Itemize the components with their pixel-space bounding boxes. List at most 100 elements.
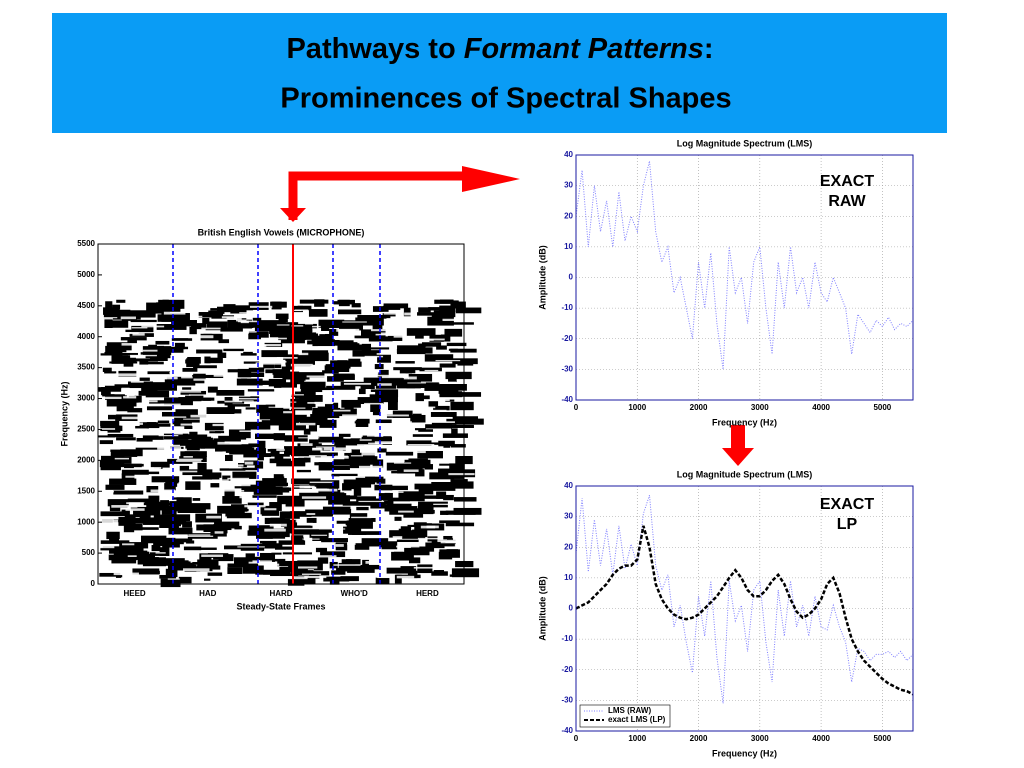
spectrogram-stripe: [112, 320, 129, 328]
spectrogram-stripe: [346, 496, 376, 499]
spectrogram-stripe: [222, 475, 231, 481]
spectrogram-stripe: [385, 451, 414, 456]
spectrogram-stripe: [404, 459, 431, 469]
spectrogram-highlight: [239, 430, 257, 432]
spectrogram-highlight: [369, 515, 384, 518]
spectrogram-stripe: [193, 373, 206, 380]
spectrogram-stripe: [450, 348, 477, 353]
spectrogram-stripe: [348, 532, 367, 535]
x-tick-label: HAD: [199, 589, 217, 598]
spectrogram-stripe: [345, 559, 361, 565]
spectrogram-highlight: [263, 344, 281, 347]
spectrogram-stripe: [182, 367, 198, 372]
spectrogram-highlight: [194, 315, 203, 318]
spectrogram-stripe: [291, 478, 321, 485]
spectrogram-highlight: [255, 402, 266, 405]
spectrogram-stripe: [343, 479, 361, 487]
spectrogram-stripe: [220, 328, 243, 332]
spectrogram-stripe: [149, 552, 161, 556]
spectrogram-stripe: [319, 334, 330, 343]
spectrogram-stripe: [182, 469, 213, 476]
spectrogram-stripe: [445, 510, 476, 515]
spectrogram-stripe: [280, 417, 299, 424]
spectrogram-stripe: [210, 483, 220, 488]
spectrogram-stripe: [159, 521, 179, 529]
spectrogram-highlight: [351, 516, 372, 519]
spectrogram-highlight: [224, 400, 243, 403]
spectrogram-stripe: [406, 440, 432, 446]
spectrogram-stripe: [438, 388, 452, 394]
spectrogram-stripe: [171, 320, 197, 327]
spectrogram-stripe: [165, 481, 178, 487]
spectrogram-stripe: [273, 474, 284, 480]
spectrogram-highlight: [363, 359, 376, 362]
spectrogram-stripe: [440, 510, 449, 515]
spectrogram-stripe: [234, 431, 247, 440]
spectrogram-highlight: [317, 346, 334, 349]
spectrogram-stripe: [326, 385, 356, 390]
spectrogram-stripe: [254, 461, 264, 469]
spectrogram-stripe: [227, 563, 257, 568]
spectrogram-highlight: [398, 510, 414, 513]
spectrogram-highlight: [188, 335, 214, 339]
spectrogram-stripe: [104, 371, 117, 374]
spectrogram-highlight: [188, 394, 209, 396]
spectrogram-stripe: [163, 433, 189, 440]
spectrogram-stripe: [288, 325, 313, 332]
spectrogram-stripe: [207, 572, 223, 576]
spectrogram-highlight: [237, 546, 265, 548]
spectrogram-stripe: [384, 313, 391, 319]
spectrogram-stripe: [353, 487, 362, 496]
spectrogram-stripe: [109, 547, 118, 554]
spectrogram-stripe: [449, 463, 465, 471]
spectrogram-highlight: [357, 444, 383, 447]
spectrogram-stripe: [452, 481, 474, 489]
spectrogram-highlight: [200, 342, 213, 344]
spectrogram-stripe: [157, 314, 176, 322]
spectrogram-stripe: [454, 418, 484, 425]
spectrogram-stripe: [168, 527, 193, 535]
spectrogram-stripe: [151, 476, 180, 483]
chart-title: Log Magnitude Spectrum (LMS): [677, 469, 813, 479]
spectrogram-stripe: [265, 369, 291, 374]
spectrogram-highlight: [358, 500, 385, 503]
spectrogram-stripe: [369, 394, 398, 403]
spectrogram-stripe: [287, 578, 305, 586]
spectrogram-highlight: [99, 428, 116, 430]
spectrogram-highlight: [400, 421, 412, 424]
spectrogram-stripe: [439, 391, 463, 398]
spectrogram-highlight: [311, 534, 328, 536]
spectrogram-stripe: [334, 438, 346, 444]
spectrogram-highlight: [306, 513, 316, 515]
spectrogram-highlight: [336, 328, 360, 332]
spectrogram-stripe: [455, 307, 482, 314]
spectrogram-stripe: [238, 508, 249, 512]
spectrogram-stripe: [316, 480, 340, 489]
spectrogram-stripe: [418, 487, 434, 495]
spectrogram-stripe: [191, 437, 213, 443]
spectrogram-stripe: [247, 530, 271, 536]
spectrogram-highlight: [364, 355, 384, 358]
spectrogram-stripe: [421, 442, 439, 445]
spectrogram-stripe: [128, 523, 143, 531]
spectrogram-stripe: [362, 440, 378, 445]
spectrogram-highlight: [364, 402, 384, 405]
spectrogram-stripe: [156, 302, 182, 309]
spectrogram-highlight: [125, 508, 145, 511]
spectrogram-highlight: [122, 543, 135, 546]
spectrogram-highlight: [302, 522, 313, 526]
spectrogram-stripe: [111, 558, 137, 564]
spectrogram-stripe: [386, 462, 413, 471]
spectrogram-stripe: [182, 387, 192, 390]
spectrogram-highlight: [266, 429, 279, 431]
spectrogram-stripe: [377, 372, 387, 378]
spectrogram-highlight: [137, 456, 149, 459]
spectrogram-highlight: [304, 575, 327, 579]
spectrogram-stripe: [450, 479, 468, 484]
spectrogram-stripe: [439, 305, 456, 313]
spectrogram-highlight: [245, 366, 259, 368]
spectrogram-stripe: [314, 462, 326, 466]
spectrogram-stripe: [133, 509, 161, 516]
spectrogram-highlight: [180, 423, 193, 426]
spectrogram-stripe: [167, 562, 195, 571]
